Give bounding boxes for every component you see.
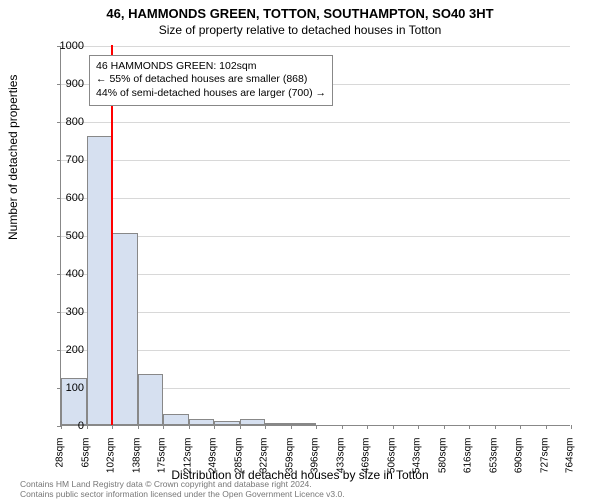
gridline [61,46,570,47]
y-tick-label: 1000 [44,40,84,52]
x-tick-mark [316,425,317,429]
y-tick-label: 700 [44,154,84,166]
histogram-bar [112,233,138,425]
x-tick-mark [393,425,394,429]
x-tick-mark [240,425,241,429]
info-line: 44% of semi-detached houses are larger (… [96,87,326,101]
footer-line2: Contains public sector information licen… [20,489,345,499]
x-tick-label: 102sqm [106,438,117,488]
x-tick-label: 506sqm [386,438,397,488]
x-tick-label: 65sqm [80,438,91,488]
x-tick-label: 469sqm [361,438,372,488]
x-tick-mark [520,425,521,429]
gridline [61,122,570,123]
y-tick-label: 0 [44,420,84,432]
histogram-bar [214,421,240,425]
y-tick-label: 800 [44,116,84,128]
x-tick-mark [214,425,215,429]
histogram-bar [240,419,266,425]
x-tick-label: 285sqm [233,438,244,488]
plot-area: 46 HAMMONDS GREEN: 102sqm← 55% of detach… [60,46,570,426]
x-tick-label: 28sqm [55,438,66,488]
x-tick-mark [367,425,368,429]
y-tick-label: 500 [44,230,84,242]
x-tick-mark [87,425,88,429]
x-tick-label: 212sqm [182,438,193,488]
y-tick-label: 100 [44,382,84,394]
y-axis-label: Number of detached properties [6,75,20,240]
chart-title-main: 46, HAMMONDS GREEN, TOTTON, SOUTHAMPTON,… [0,0,600,21]
x-tick-label: 396sqm [310,438,321,488]
histogram-bar [138,374,164,425]
x-tick-label: 616sqm [463,438,474,488]
x-tick-label: 175sqm [157,438,168,488]
chart-container: 46 HAMMONDS GREEN: 102sqm← 55% of detach… [60,46,570,426]
gridline [61,198,570,199]
x-tick-mark [265,425,266,429]
marker-info-box: 46 HAMMONDS GREEN: 102sqm← 55% of detach… [89,55,333,106]
x-tick-mark [189,425,190,429]
histogram-bar [87,136,113,425]
histogram-bar [265,423,291,425]
x-tick-label: 249sqm [208,438,219,488]
info-line: ← 55% of detached houses are smaller (86… [96,73,326,87]
x-tick-label: 653sqm [488,438,499,488]
x-tick-label: 764sqm [565,438,576,488]
x-tick-mark [495,425,496,429]
histogram-bar [291,423,317,425]
x-tick-mark [112,425,113,429]
gridline [61,160,570,161]
x-tick-label: 580sqm [437,438,448,488]
chart-title-sub: Size of property relative to detached ho… [0,21,600,37]
x-tick-label: 727sqm [539,438,550,488]
y-tick-label: 400 [44,268,84,280]
x-tick-label: 543sqm [412,438,423,488]
histogram-bar [189,419,215,425]
y-tick-label: 900 [44,78,84,90]
x-tick-label: 433sqm [335,438,346,488]
x-tick-mark [138,425,139,429]
x-tick-mark [163,425,164,429]
x-tick-mark [444,425,445,429]
y-tick-label: 300 [44,306,84,318]
x-tick-mark [546,425,547,429]
x-tick-label: 359sqm [284,438,295,488]
x-tick-mark [291,425,292,429]
x-tick-label: 322sqm [259,438,270,488]
y-tick-label: 600 [44,192,84,204]
x-tick-mark [342,425,343,429]
x-tick-mark [571,425,572,429]
info-line: 46 HAMMONDS GREEN: 102sqm [96,60,326,74]
x-tick-mark [418,425,419,429]
x-tick-mark [469,425,470,429]
y-tick-label: 200 [44,344,84,356]
x-tick-label: 690sqm [514,438,525,488]
histogram-bar [163,414,189,425]
x-tick-label: 138sqm [131,438,142,488]
